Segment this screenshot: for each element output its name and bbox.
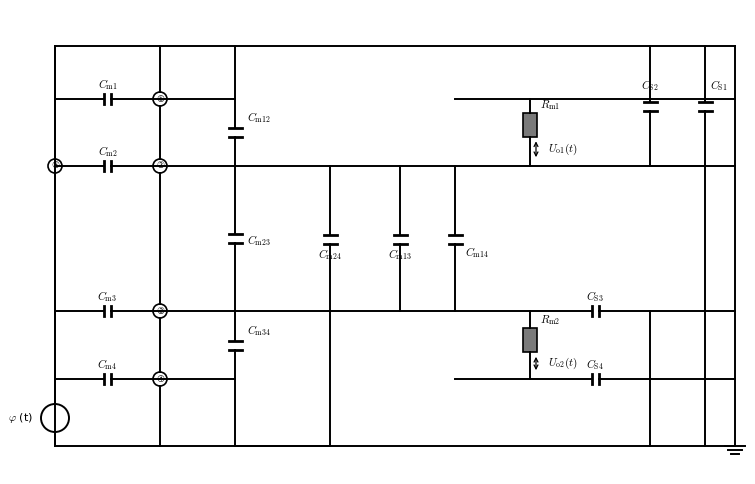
Text: $C_{\rm S1}$: $C_{\rm S1}$	[710, 78, 728, 93]
Text: $C_{\rm m34}$: $C_{\rm m34}$	[247, 324, 271, 338]
Text: $C_{\rm m4}$: $C_{\rm m4}$	[97, 358, 118, 373]
Text: $C_{\rm m1}$: $C_{\rm m1}$	[97, 77, 118, 92]
Text: $C_{\rm m3}$: $C_{\rm m3}$	[97, 289, 118, 304]
Text: $C_{\rm m13}$: $C_{\rm m13}$	[388, 247, 412, 262]
Text: $C_{\rm m24}$: $C_{\rm m24}$	[318, 247, 342, 262]
Text: ①: ①	[156, 94, 164, 104]
Text: $C_{\rm S2}$: $C_{\rm S2}$	[641, 78, 659, 93]
Text: $C_{\rm m14}$: $C_{\rm m14}$	[465, 245, 489, 260]
Text: ②: ②	[156, 162, 164, 170]
Text: $C_{\rm S4}$: $C_{\rm S4}$	[586, 358, 604, 373]
Text: $C_{\rm S3}$: $C_{\rm S3}$	[586, 289, 604, 304]
Text: $\varphi$ (t): $\varphi$ (t)	[8, 411, 33, 425]
Text: $R_{\rm m1}$: $R_{\rm m1}$	[540, 98, 560, 112]
Text: $U_{\rm o1}(t)$: $U_{\rm o1}(t)$	[548, 142, 578, 157]
Text: ③: ③	[156, 306, 164, 316]
Text: ④: ④	[156, 375, 164, 383]
Text: $C_{\rm m23}$: $C_{\rm m23}$	[247, 233, 271, 248]
Bar	[523, 328, 537, 352]
Text: ⑤: ⑤	[51, 162, 59, 170]
Bar	[523, 112, 537, 136]
Text: $C_{\rm m12}$: $C_{\rm m12}$	[247, 110, 271, 125]
Text: $C_{\rm m2}$: $C_{\rm m2}$	[97, 145, 118, 159]
Text: $U_{\rm o2}(t)$: $U_{\rm o2}(t)$	[548, 356, 578, 371]
Text: $R_{\rm m2}$: $R_{\rm m2}$	[540, 313, 560, 327]
